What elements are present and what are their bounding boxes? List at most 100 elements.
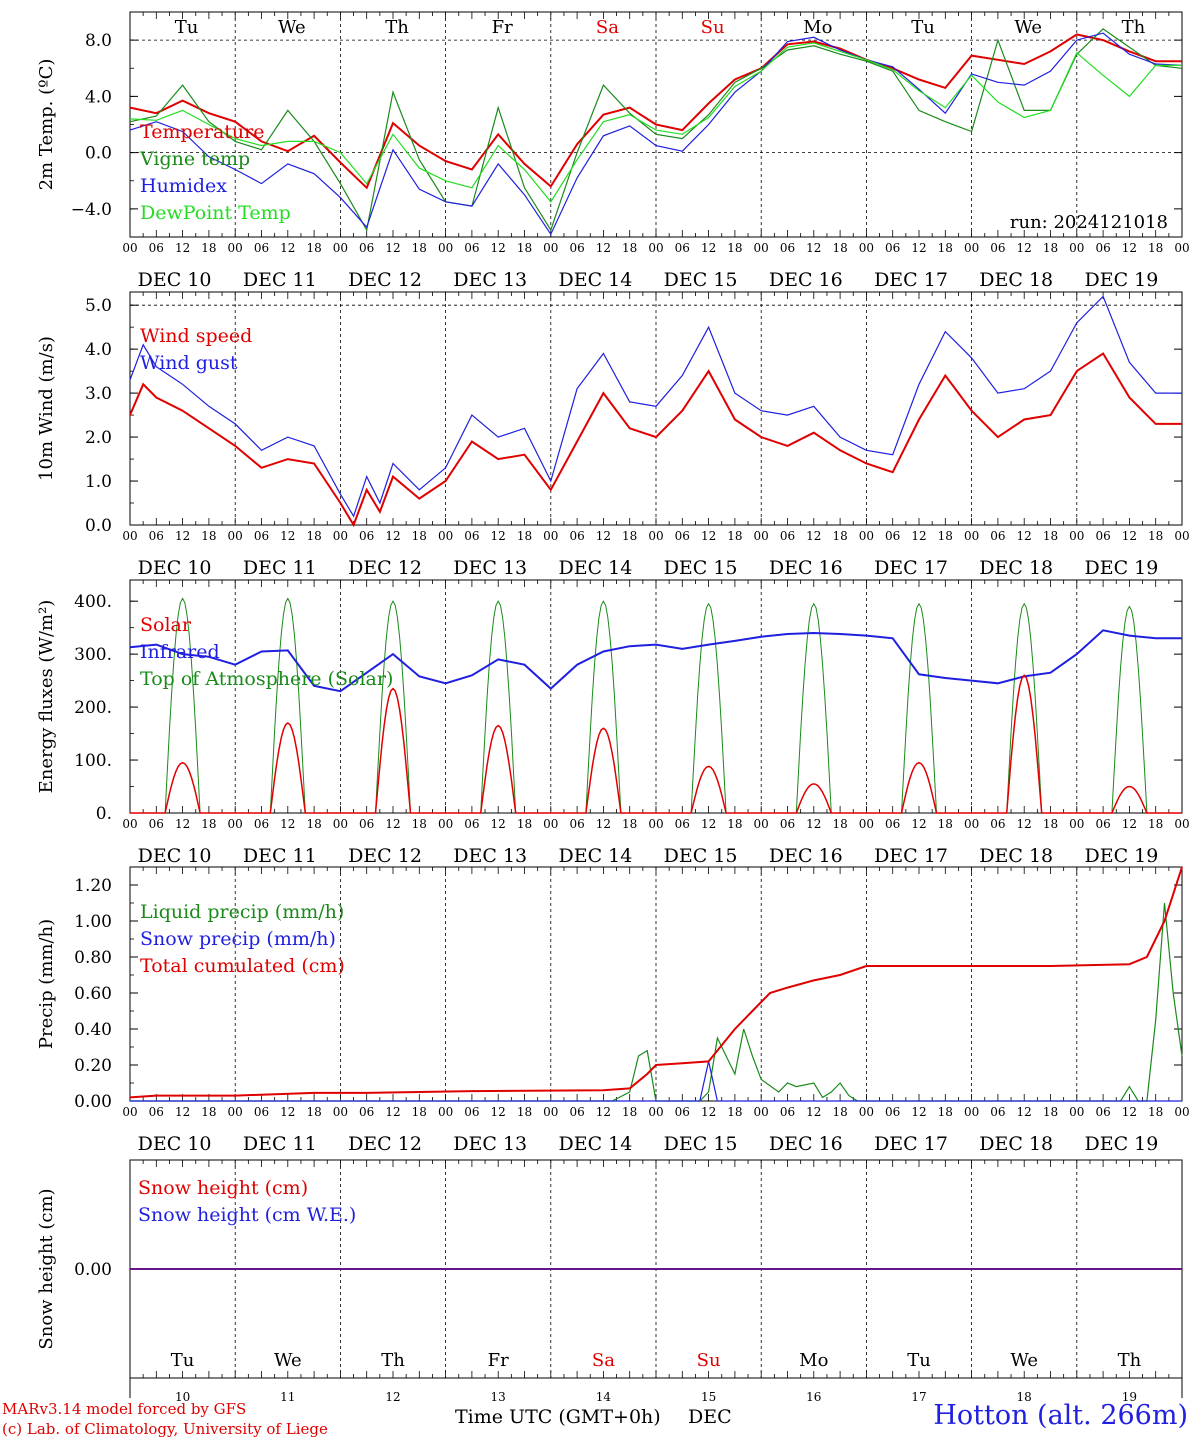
hour-tick-label: 00: [1174, 529, 1189, 543]
day-number: 14: [596, 1390, 612, 1404]
hour-tick-label: 06: [359, 1105, 374, 1119]
hour-tick-label: 12: [491, 241, 506, 255]
day-name: Sa: [596, 17, 619, 38]
hour-tick-label: 06: [149, 529, 164, 543]
hour-tick-label: 18: [412, 1105, 427, 1119]
date-label: DEC 18: [979, 845, 1053, 867]
panel-4: 1.20 1.00 0.80 0.60 0.40 0.20 0.00 Precip (mm/h…: [36, 866, 1190, 1155]
date-label: DEC 19: [1084, 1133, 1158, 1155]
hour-tick-label: 12: [175, 817, 190, 831]
date-label: DEC 18: [979, 1133, 1053, 1155]
hour-tick-label: 06: [1095, 241, 1110, 255]
date-label: DEC 16: [769, 269, 843, 291]
hour-tick-label: 00: [122, 1105, 137, 1119]
hour-tick-label: 06: [675, 241, 690, 255]
hour-tick-label: 00: [648, 529, 663, 543]
date-label: DEC 16: [769, 845, 843, 867]
date-label: DEC 11: [243, 269, 317, 291]
hour-tick-label: 12: [1122, 817, 1137, 831]
hour-tick-label: 18: [622, 241, 637, 255]
hour-tick-label: 18: [727, 817, 742, 831]
date-label: DEC 14: [558, 269, 632, 291]
day-number: 19: [1122, 1390, 1137, 1404]
hour-tick-label: 00: [859, 241, 874, 255]
date-label: DEC 19: [1084, 269, 1158, 291]
date-label: DEC 12: [348, 845, 422, 867]
hour-tick-label: 00: [648, 817, 663, 831]
hour-tick-label: 18: [938, 241, 953, 255]
hour-tick-label: 06: [885, 1105, 900, 1119]
hour-tick-label: 06: [254, 529, 269, 543]
date-label: DEC 15: [664, 1133, 738, 1155]
hour-tick-label: 18: [201, 1105, 216, 1119]
date-label: DEC 16: [769, 557, 843, 579]
date-label: DEC 11: [243, 1133, 317, 1155]
hour-tick-label: 12: [280, 529, 295, 543]
hour-tick-label: 00: [333, 817, 348, 831]
legend-entry: Liquid precip (mm/h): [140, 901, 344, 923]
hour-tick-label: 00: [438, 529, 453, 543]
series-infrared: [129, 629, 1182, 693]
hour-tick-label: 00: [228, 241, 243, 255]
hour-tick-label: 06: [990, 1105, 1005, 1119]
hour-tick-label: 12: [911, 1105, 926, 1119]
legend-entry: Temperature: [140, 121, 264, 143]
station-label: Hotton (alt. 266m): [933, 1400, 1188, 1431]
series-solar: [130, 674, 1182, 814]
hour-tick-label: 00: [228, 529, 243, 543]
date-label: DEC 17: [874, 557, 948, 579]
hour-tick-label: 00: [543, 241, 558, 255]
y-tick-label: −4.0: [71, 200, 112, 220]
hour-tick-label: 00: [543, 529, 558, 543]
hour-tick-label: 00: [648, 1105, 663, 1119]
hour-tick-label: 12: [1017, 241, 1032, 255]
legend-entry: Wind speed: [140, 325, 252, 347]
hour-tick-label: 06: [149, 817, 164, 831]
day-number: 11: [280, 1390, 295, 1404]
day-number: 15: [701, 1390, 716, 1404]
hour-tick-label: 18: [1043, 1105, 1058, 1119]
hour-tick-label: 06: [675, 817, 690, 831]
y-tick-label: 0.60: [74, 984, 112, 1004]
hour-tick-label: 00: [859, 1105, 874, 1119]
hour-tick-label: 12: [806, 817, 821, 831]
hour-tick-label: 18: [306, 241, 321, 255]
date-label: DEC 10: [138, 557, 212, 579]
hour-tick-label: 18: [201, 817, 216, 831]
y-axis-label: 2m Temp. (ºC): [36, 59, 57, 191]
hour-tick-label: 18: [622, 1105, 637, 1119]
y-tick-label: 0.00: [74, 1260, 112, 1280]
date-label: DEC 12: [348, 269, 422, 291]
hour-tick-label: 06: [569, 1105, 584, 1119]
series-1: [129, 295, 1182, 518]
hour-tick-label: 00: [1069, 241, 1084, 255]
hour-tick-label: 06: [569, 241, 584, 255]
hour-tick-label: 06: [780, 817, 795, 831]
day-name: Mo: [799, 1350, 828, 1371]
x-axis-title: Time UTC (GMT+0h): [455, 1406, 661, 1428]
hour-tick-label: 00: [333, 241, 348, 255]
hour-tick-label: 00: [754, 241, 769, 255]
date-label: DEC 16: [769, 1133, 843, 1155]
hour-tick-label: 00: [964, 529, 979, 543]
hour-tick-label: 06: [885, 817, 900, 831]
hour-tick-label: 12: [701, 241, 716, 255]
hour-tick-label: 18: [832, 1105, 847, 1119]
hour-tick-label: 06: [359, 529, 374, 543]
hour-tick-label: 06: [990, 529, 1005, 543]
y-tick-label: 0.00: [74, 1092, 112, 1112]
hour-tick-label: 18: [306, 1105, 321, 1119]
legend-entry: Infrared: [140, 641, 220, 663]
day-number: 17: [911, 1390, 926, 1404]
hour-tick-label: 18: [517, 241, 532, 255]
hour-tick-label: 12: [175, 241, 190, 255]
hour-tick-label: 12: [175, 529, 190, 543]
hour-tick-label: 00: [543, 817, 558, 831]
series-0: [129, 352, 1182, 528]
day-name: We: [274, 1350, 302, 1371]
date-label: DEC 15: [664, 845, 738, 867]
hour-tick-label: 12: [701, 817, 716, 831]
hour-tick-label: 00: [754, 817, 769, 831]
day-name: Tu: [911, 17, 935, 38]
